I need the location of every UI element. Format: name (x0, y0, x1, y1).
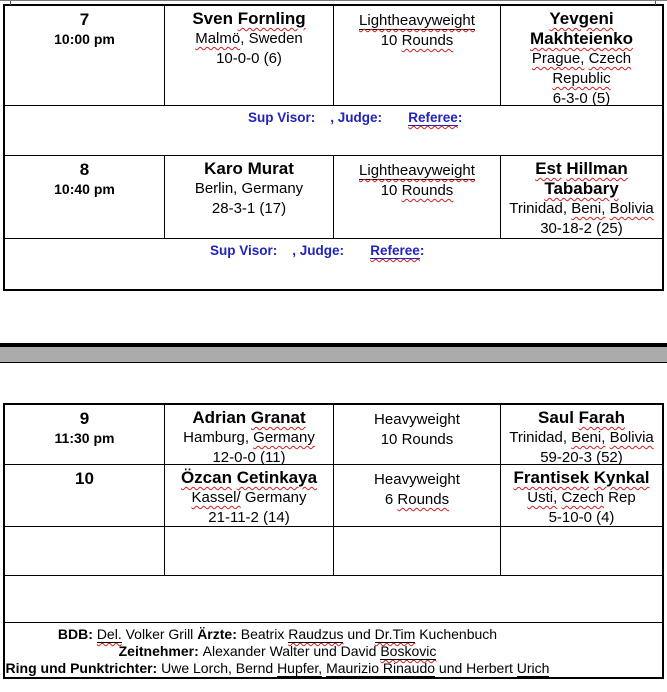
fighter2-name: Est Hillman Tababary (535, 159, 628, 198)
weight-class-rounds: Heavyweight 6 Rounds (374, 471, 460, 508)
section-divider-bar (0, 343, 667, 363)
fighter1-name: Karo Murat (204, 159, 294, 178)
footer-line-bdb-aerzte: BDB: Del. Volker Grill Ärzte: Beatrix Ra… (57, 626, 498, 643)
bout-row-9: 9 11:30 pm Adrian Granat Hamburg, German… (5, 405, 662, 465)
fighter1-cell: Adrian Granat Hamburg, Germany 12-0-0 (1… (165, 405, 334, 464)
weight-cell: Heavyweight 6 Rounds (334, 465, 501, 526)
fighter2-cell: Est Hillman Tababary Trinidad, Beni, Boli… (501, 156, 662, 238)
empty-cell (334, 527, 501, 575)
bout-number: 10 (75, 469, 94, 488)
fighter1-name: Adrian Granat (192, 408, 306, 427)
weight-cell: Lightheavyweight 10 Rounds (334, 6, 501, 105)
fighter1-name: Sven Fornling (192, 9, 306, 28)
weight-class-rounds: Lightheavyweight 10 Rounds (359, 12, 475, 49)
bout-number-cell: 9 11:30 pm (5, 405, 165, 464)
bout-table-1: 7 10:00 pm Sven Fornling Malmö, Sweden 1… (3, 4, 664, 291)
bout-number-cell: 10 (5, 465, 165, 526)
supervisor-judge-referee-line: Sup Visor: , Judge: Referee: (248, 110, 463, 126)
footer-line-zeitnehmer: Zeitnehmer: Alexander Walter und David B… (118, 643, 437, 660)
officials-assignment-row: Sup Visor: , Judge: Referee: (5, 106, 662, 156)
bout-time: 10:00 pm (54, 31, 115, 47)
bout-row-7: 7 10:00 pm Sven Fornling Malmö, Sweden 1… (5, 6, 662, 106)
bout-row-10: 10 Özcan Cetinkaya Kassel/ Germany 21-11… (5, 465, 662, 527)
bout-number: 9 (79, 409, 90, 428)
fighter1-city: Kassel/ Germany (191, 489, 307, 506)
fighter2-cell: Yevgeni Makhteienko Prague, Czech Republic… (501, 6, 662, 105)
bout-number-cell: 8 10:40 pm (5, 156, 165, 238)
footer-officials-block: BDB: Del. Volker Grill Ärzte: Beatrix Ra… (5, 626, 550, 677)
officials-assignment-row: Sup Visor: , Judge: Referee: (5, 239, 662, 289)
supervisor-judge-referee-line: Sup Visor: , Judge: Referee: (210, 243, 425, 259)
weight-cell: Lightheavyweight 10 Rounds (334, 156, 501, 238)
fighter1-city: Malmö, Sweden (195, 30, 303, 47)
empty-full-row (5, 576, 662, 623)
weight-class-rounds: Heavyweight 10 Rounds (374, 411, 460, 448)
table-border-tick (10, 1, 11, 5)
fighter1-name: Özcan Cetinkaya (180, 468, 318, 487)
fighter1-cell: Karo Murat Berlin, Germany 28-3-1 (17) (165, 156, 334, 238)
bout-number: 8 (79, 160, 90, 179)
fighter2-name: Saul Farah (538, 408, 625, 427)
bout-time: 10:40 pm (54, 181, 115, 197)
fighter2-record: 6-3-0 (5) (552, 90, 611, 105)
fighter1-cell: Özcan Cetinkaya Kassel/ Germany 21-11-2 … (165, 465, 334, 526)
empty-cell (5, 527, 165, 575)
fighter1-record: 10-0-0 (6) (216, 50, 282, 67)
previous-row-cutoff (0, 0, 667, 5)
table-border-tick (655, 1, 656, 5)
fighter1-record: 21-11-2 (14) (208, 509, 290, 526)
fighter1-record: 28-3-1 (17) (211, 200, 287, 217)
bout-time: 11:30 pm (54, 430, 115, 446)
fighter2-record: 59-20-3 (52) (540, 449, 623, 464)
fighter2-cell: Saul Farah Trinidad, Beni, Bolivia 59-20… (501, 405, 662, 464)
bout-number-cell: 7 10:00 pm (5, 6, 165, 105)
empty-cell (165, 527, 334, 575)
fighter1-city: Berlin, Germany (194, 180, 304, 197)
fighter2-cell: Frantisek Kynkal Usti, Czech Rep 5-10-0 … (501, 465, 662, 526)
bout-row-8: 8 10:40 pm Karo Murat Berlin, Germany 28… (5, 156, 662, 239)
fighter1-cell: Sven Fornling Malmö, Sweden 10-0-0 (6) (165, 6, 334, 105)
fighter2-record: 30-18-2 (25) (540, 220, 623, 237)
fighter2-city: Trinidad, Beni, Bolivia (509, 200, 654, 217)
fighter2-city: Prague, Czech Republic (531, 50, 632, 87)
fighter2-city: Trinidad, Beni, Bolivia (509, 429, 654, 446)
fighter1-record: 12-0-0 (11) (212, 449, 286, 464)
fighter1-city: Hamburg, Germany (183, 429, 315, 446)
bout-table-2: 9 11:30 pm Adrian Granat Hamburg, German… (3, 403, 664, 679)
footer-line-punktrichter: Ring und Punktrichter: Uwe Lorch, Bernd … (5, 660, 550, 677)
fighter2-name: Frantisek Kynkal (513, 468, 650, 487)
footer-officials-row: BDB: Del. Volker Grill Ärzte: Beatrix Ra… (5, 623, 662, 677)
fighter2-city: Usti, Czech Rep (527, 489, 636, 506)
bout-number: 7 (79, 10, 90, 29)
empty-cell (501, 527, 662, 575)
fighter2-record: 5-10-0 (4) (548, 509, 615, 526)
weight-cell: Heavyweight 10 Rounds (334, 405, 501, 464)
empty-bout-row (5, 527, 662, 576)
fighter2-name: Yevgeni Makhteienko (530, 9, 633, 48)
weight-class-rounds: Lightheavyweight 10 Rounds (359, 162, 475, 199)
